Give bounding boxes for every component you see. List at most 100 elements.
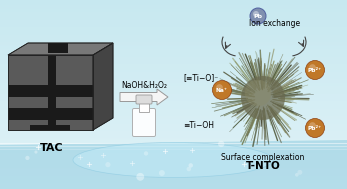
Bar (0, 184, 347, 185)
Bar (0, 11, 347, 12)
Bar (0, 63, 347, 64)
Bar (0, 169, 347, 170)
Bar (0, 28, 347, 29)
Bar (0, 35, 347, 36)
Bar (0, 73, 347, 74)
Bar (0, 116, 347, 117)
Bar (0, 8, 347, 9)
Text: Pb: Pb (254, 13, 262, 19)
Bar (0, 0, 347, 1)
Bar (0, 185, 347, 186)
Bar (0, 113, 347, 114)
Circle shape (218, 141, 225, 147)
Bar (0, 24, 347, 25)
Bar (0, 114, 347, 115)
Bar (0, 38, 347, 39)
Bar (0, 51, 347, 52)
Bar (0, 151, 347, 152)
Bar (0, 97, 347, 98)
Text: Surface complexation: Surface complexation (221, 153, 305, 161)
Bar (0, 120, 347, 121)
Bar (0, 172, 347, 173)
Bar (0, 13, 347, 14)
Polygon shape (8, 85, 93, 97)
Bar (0, 9, 347, 10)
Text: NaOH&H₂O₂: NaOH&H₂O₂ (121, 81, 167, 90)
Bar (0, 65, 347, 66)
Bar (0, 102, 347, 103)
Bar (0, 93, 347, 94)
Bar (0, 54, 347, 55)
Bar (139, 102, 149, 112)
Bar (0, 30, 347, 31)
Bar (0, 1, 347, 2)
Bar (0, 90, 347, 91)
Bar (0, 4, 347, 5)
Bar (0, 188, 347, 189)
Polygon shape (0, 140, 347, 189)
FancyArrow shape (120, 89, 168, 105)
Bar (0, 127, 347, 128)
Bar (0, 179, 347, 180)
Bar (0, 32, 347, 33)
Bar (0, 42, 347, 43)
Bar (0, 145, 347, 146)
Circle shape (105, 162, 110, 167)
Bar (0, 110, 347, 111)
Bar (0, 41, 347, 42)
Bar (0, 2, 347, 3)
Text: [≡Ti−O]⁻: [≡Ti−O]⁻ (183, 74, 218, 83)
Bar (0, 108, 347, 109)
Text: Na⁺: Na⁺ (216, 88, 228, 92)
Bar (0, 125, 347, 126)
Bar (0, 146, 347, 147)
Bar (0, 45, 347, 46)
Bar (0, 123, 347, 124)
Bar (0, 187, 347, 188)
Bar (0, 5, 347, 6)
Bar (0, 128, 347, 129)
FancyBboxPatch shape (136, 95, 152, 104)
Bar (0, 165, 347, 166)
Bar (0, 139, 347, 140)
Bar (0, 7, 347, 8)
Circle shape (220, 156, 225, 160)
Bar (0, 117, 347, 118)
Bar (0, 126, 347, 127)
Bar (0, 143, 347, 144)
Bar (0, 181, 347, 182)
Bar (0, 33, 347, 34)
Circle shape (25, 156, 29, 160)
Bar (0, 149, 347, 150)
Bar (0, 137, 347, 138)
Bar (0, 60, 347, 61)
Bar (0, 106, 347, 107)
Bar (0, 17, 347, 18)
Bar (0, 160, 347, 161)
Circle shape (136, 173, 144, 181)
Bar (0, 84, 347, 85)
Bar (0, 19, 347, 20)
Bar (0, 16, 347, 17)
Bar (0, 76, 347, 77)
Circle shape (253, 11, 259, 17)
Bar (0, 37, 347, 38)
Bar (0, 46, 347, 47)
Bar (0, 140, 347, 141)
Bar (0, 64, 347, 65)
Text: T-NTO: T-NTO (246, 161, 280, 171)
Bar (0, 52, 347, 53)
Bar (0, 124, 347, 125)
Bar (0, 144, 347, 145)
Bar (0, 148, 347, 149)
Bar (0, 53, 347, 54)
Bar (0, 80, 347, 81)
Bar (0, 94, 347, 95)
Circle shape (305, 60, 324, 80)
Bar (0, 111, 347, 112)
Bar (0, 95, 347, 96)
Bar (0, 150, 347, 151)
Bar (0, 3, 347, 4)
Bar (0, 109, 347, 110)
Bar (0, 75, 347, 76)
